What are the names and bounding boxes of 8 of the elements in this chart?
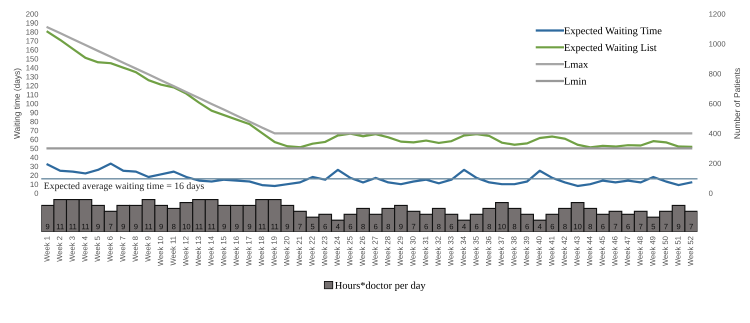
legend-label: Lmin — [564, 78, 586, 85]
legend-label: Lmax — [564, 60, 588, 68]
legend-label: Expected Waiting List — [564, 44, 657, 54]
y-axis-title: Waiting time (days) — [14, 68, 22, 139]
y2-axis-title: Number of Patients — [734, 68, 740, 138]
legend-label: Hours*doctor per day — [335, 282, 426, 292]
legend-label: Expected Waiting Time — [564, 26, 662, 36]
ref-line-label: Expected average waiting time = 16 days — [44, 182, 204, 192]
